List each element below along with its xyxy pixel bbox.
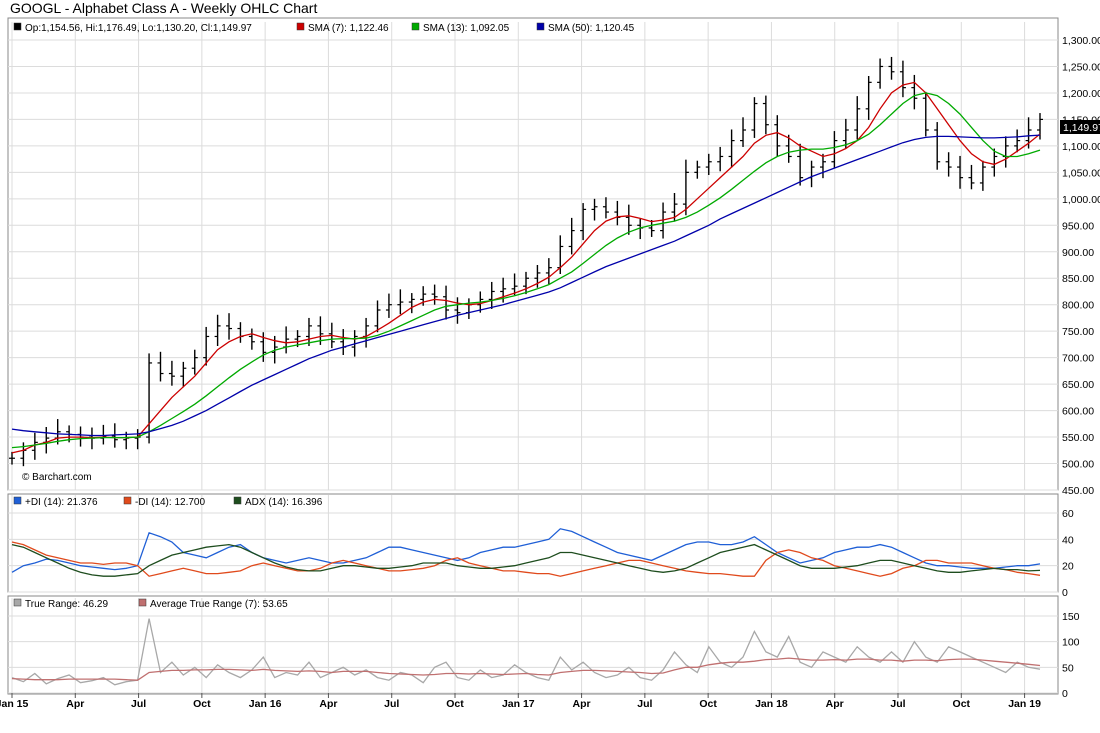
legend-swatch [13,22,22,31]
x-tick-label: Jan 16 [249,698,282,710]
legend-swatch [13,598,22,607]
y-tick-label: 0 [1062,688,1068,700]
y-tick-label: 1,250.00 [1062,61,1100,73]
legend-swatch [411,22,420,31]
atr-lines [11,618,1041,686]
atr-grid [8,598,1058,694]
x-tick-label: Jul [637,698,652,710]
y-tick-label: 850.00 [1062,273,1094,285]
legend-label: SMA (50): 1,120.45 [548,23,635,34]
y-tick-label: 900.00 [1062,247,1094,259]
legend-label: True Range: 46.29 [25,599,108,610]
x-axis-labels: Jan 15 Apr Jul Oct Jan 16 Apr Jul Oct Jan 17 Apr J… [0,693,1041,710]
y-tick-label: 550.00 [1062,432,1094,444]
last-price-badge: 1,149.97 [1060,120,1100,134]
atr-legend: True Range: 46.29 Average True Range (7):… [13,598,288,610]
price-grid [8,22,1058,491]
y-tick-label: 700.00 [1062,353,1094,365]
series-line [11,657,1041,681]
x-tick-label: Oct [953,698,971,710]
price-frame [7,17,1059,491]
dmi-legend: +DI (14): 21.376 -DI (14): 12.700 ADX (14)… [13,496,323,508]
y-tick-label: 950.00 [1062,220,1094,232]
x-tick-label: Apr [573,698,591,710]
price-panel: Op:1,154.56, Hi:1,176.49, Lo:1,130.20, C… [7,17,1100,497]
x-tick-label: Jan 15 [0,698,28,710]
atr-frame [7,595,1059,695]
y-tick-label: 20 [1062,561,1074,573]
y-tick-label: 650.00 [1062,379,1094,391]
price-y-ticks: 1,300.001,250.001,200.001,150.001,100.00… [1062,35,1100,497]
atr-y-ticks: 150 100 50 0 [1062,611,1080,700]
y-tick-label: 1,100.00 [1062,141,1100,153]
dmi-lines [11,528,1041,577]
x-tick-label: Apr [319,698,337,710]
legend-swatch [233,496,242,505]
y-tick-label: 1,050.00 [1062,167,1100,179]
legend-label: SMA (7): 1,122.46 [308,23,389,34]
legend-label: Op:1,154.56, Hi:1,176.49, Lo:1,130.20, C… [25,23,252,34]
watermark: © Barchart.com [22,472,92,483]
y-tick-label: 1,200.00 [1062,88,1100,100]
y-tick-label: 60 [1062,508,1074,520]
y-tick-label: 1,300.00 [1062,35,1100,47]
legend-label: -DI (14): 12.700 [135,497,205,508]
y-tick-label: 450.00 [1062,485,1094,497]
series-line [11,92,1041,449]
dmi-panel: +DI (14): 21.376 -DI (14): 12.700 ADX (14)… [7,493,1074,599]
x-tick-label: Apr [66,698,84,710]
y-tick-label: 100 [1062,637,1080,649]
y-tick-label: 50 [1062,662,1074,674]
x-tick-label: Jan 17 [502,698,535,710]
legend-swatch [138,598,147,607]
dmi-y-ticks: 60 40 20 0 [1062,508,1074,599]
y-tick-label: 500.00 [1062,459,1094,471]
price-legend: Op:1,154.56, Hi:1,176.49, Lo:1,130.20, C… [13,22,635,34]
y-tick-label: 40 [1062,534,1074,546]
legend-label: ADX (14): 16.396 [245,497,323,508]
x-tick-label: Oct [699,698,717,710]
x-tick-label: Apr [826,698,844,710]
x-tick-label: Oct [446,698,464,710]
y-tick-label: 800.00 [1062,300,1094,312]
legend-label: SMA (13): 1,092.05 [423,23,510,34]
legend-label: Average True Range (7): 53.65 [150,599,288,610]
x-tick-label: Jul [384,698,399,710]
y-tick-label: 0 [1062,587,1068,599]
x-tick-label: Jul [131,698,146,710]
x-tick-label: Jan 18 [755,698,788,710]
x-tick-label: Jan 19 [1008,698,1041,710]
legend-swatch [13,496,22,505]
dmi-grid [8,495,1058,593]
y-tick-label: 150 [1062,611,1080,623]
series-line [11,543,1041,577]
y-tick-label: 750.00 [1062,326,1094,338]
atr-panel: True Range: 46.29 Average True Range (7):… [7,595,1080,700]
legend-swatch [296,22,305,31]
legend-swatch [123,496,132,505]
legend-label: +DI (14): 21.376 [25,497,98,508]
series-line [11,134,1041,437]
x-tick-label: Oct [193,698,211,710]
series-line [11,541,1041,577]
y-tick-label: 600.00 [1062,406,1094,418]
svg-text:1,149.97: 1,149.97 [1063,122,1100,134]
page-title: GOOGL - Alphabet Class A - Weekly OHLC C… [10,0,317,16]
y-tick-label: 1,000.00 [1062,194,1100,206]
sma-lines [11,81,1041,454]
x-tick-label: Jul [890,698,905,710]
legend-swatch [536,22,545,31]
series-line [11,81,1041,454]
series-line [11,618,1041,686]
